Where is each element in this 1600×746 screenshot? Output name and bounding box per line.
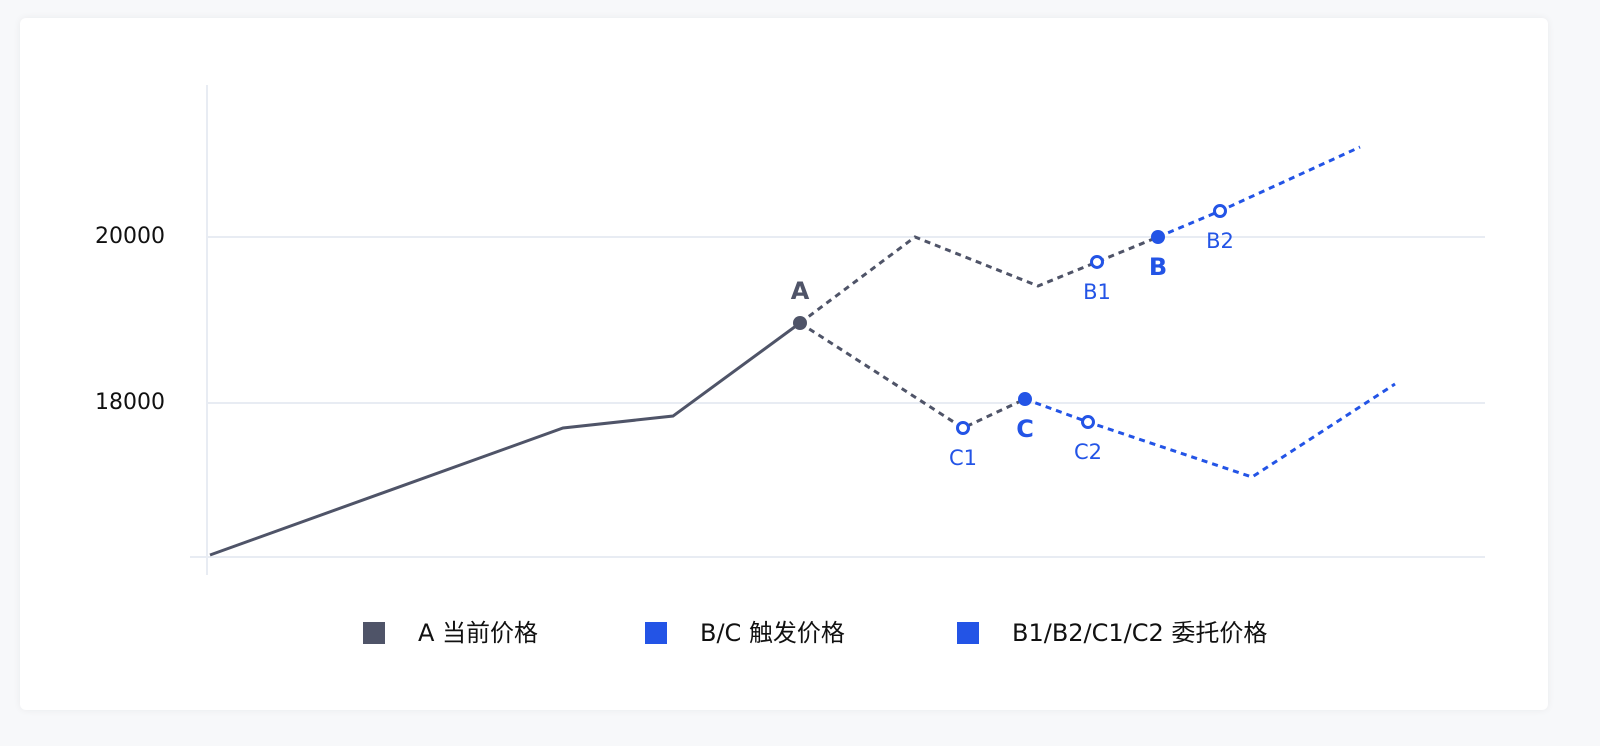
point-label: B1 — [1083, 280, 1111, 304]
line-series — [799, 321, 1026, 430]
point-label: B — [1149, 253, 1167, 281]
price-point — [956, 421, 970, 436]
line-series — [209, 321, 801, 557]
y-tick-label: 18000 — [95, 390, 165, 415]
point-label: C1 — [949, 446, 977, 470]
legend-label: B/C 触发价格 — [700, 619, 845, 647]
point-label: A — [791, 277, 810, 305]
point-label: C — [1016, 415, 1034, 443]
y-tick-label: 20000 — [95, 224, 165, 249]
card — [20, 18, 1548, 710]
line-series — [1157, 145, 1361, 239]
legend-swatch — [363, 622, 385, 644]
price-point — [793, 315, 807, 330]
legend-label: A 当前价格 — [418, 619, 538, 647]
legend-swatch — [957, 622, 979, 644]
line-series — [799, 235, 1159, 325]
price-point — [1018, 392, 1032, 407]
price-point — [1081, 415, 1095, 430]
legend-swatch — [645, 622, 667, 644]
legend-label: B1/B2/C1/C2 委托价格 — [1012, 619, 1267, 647]
price-point — [1213, 204, 1227, 219]
point-label: C2 — [1074, 440, 1102, 464]
price-point — [1090, 254, 1104, 269]
point-label: B2 — [1206, 229, 1234, 253]
price-point — [1151, 229, 1165, 244]
line-series — [1024, 382, 1396, 479]
